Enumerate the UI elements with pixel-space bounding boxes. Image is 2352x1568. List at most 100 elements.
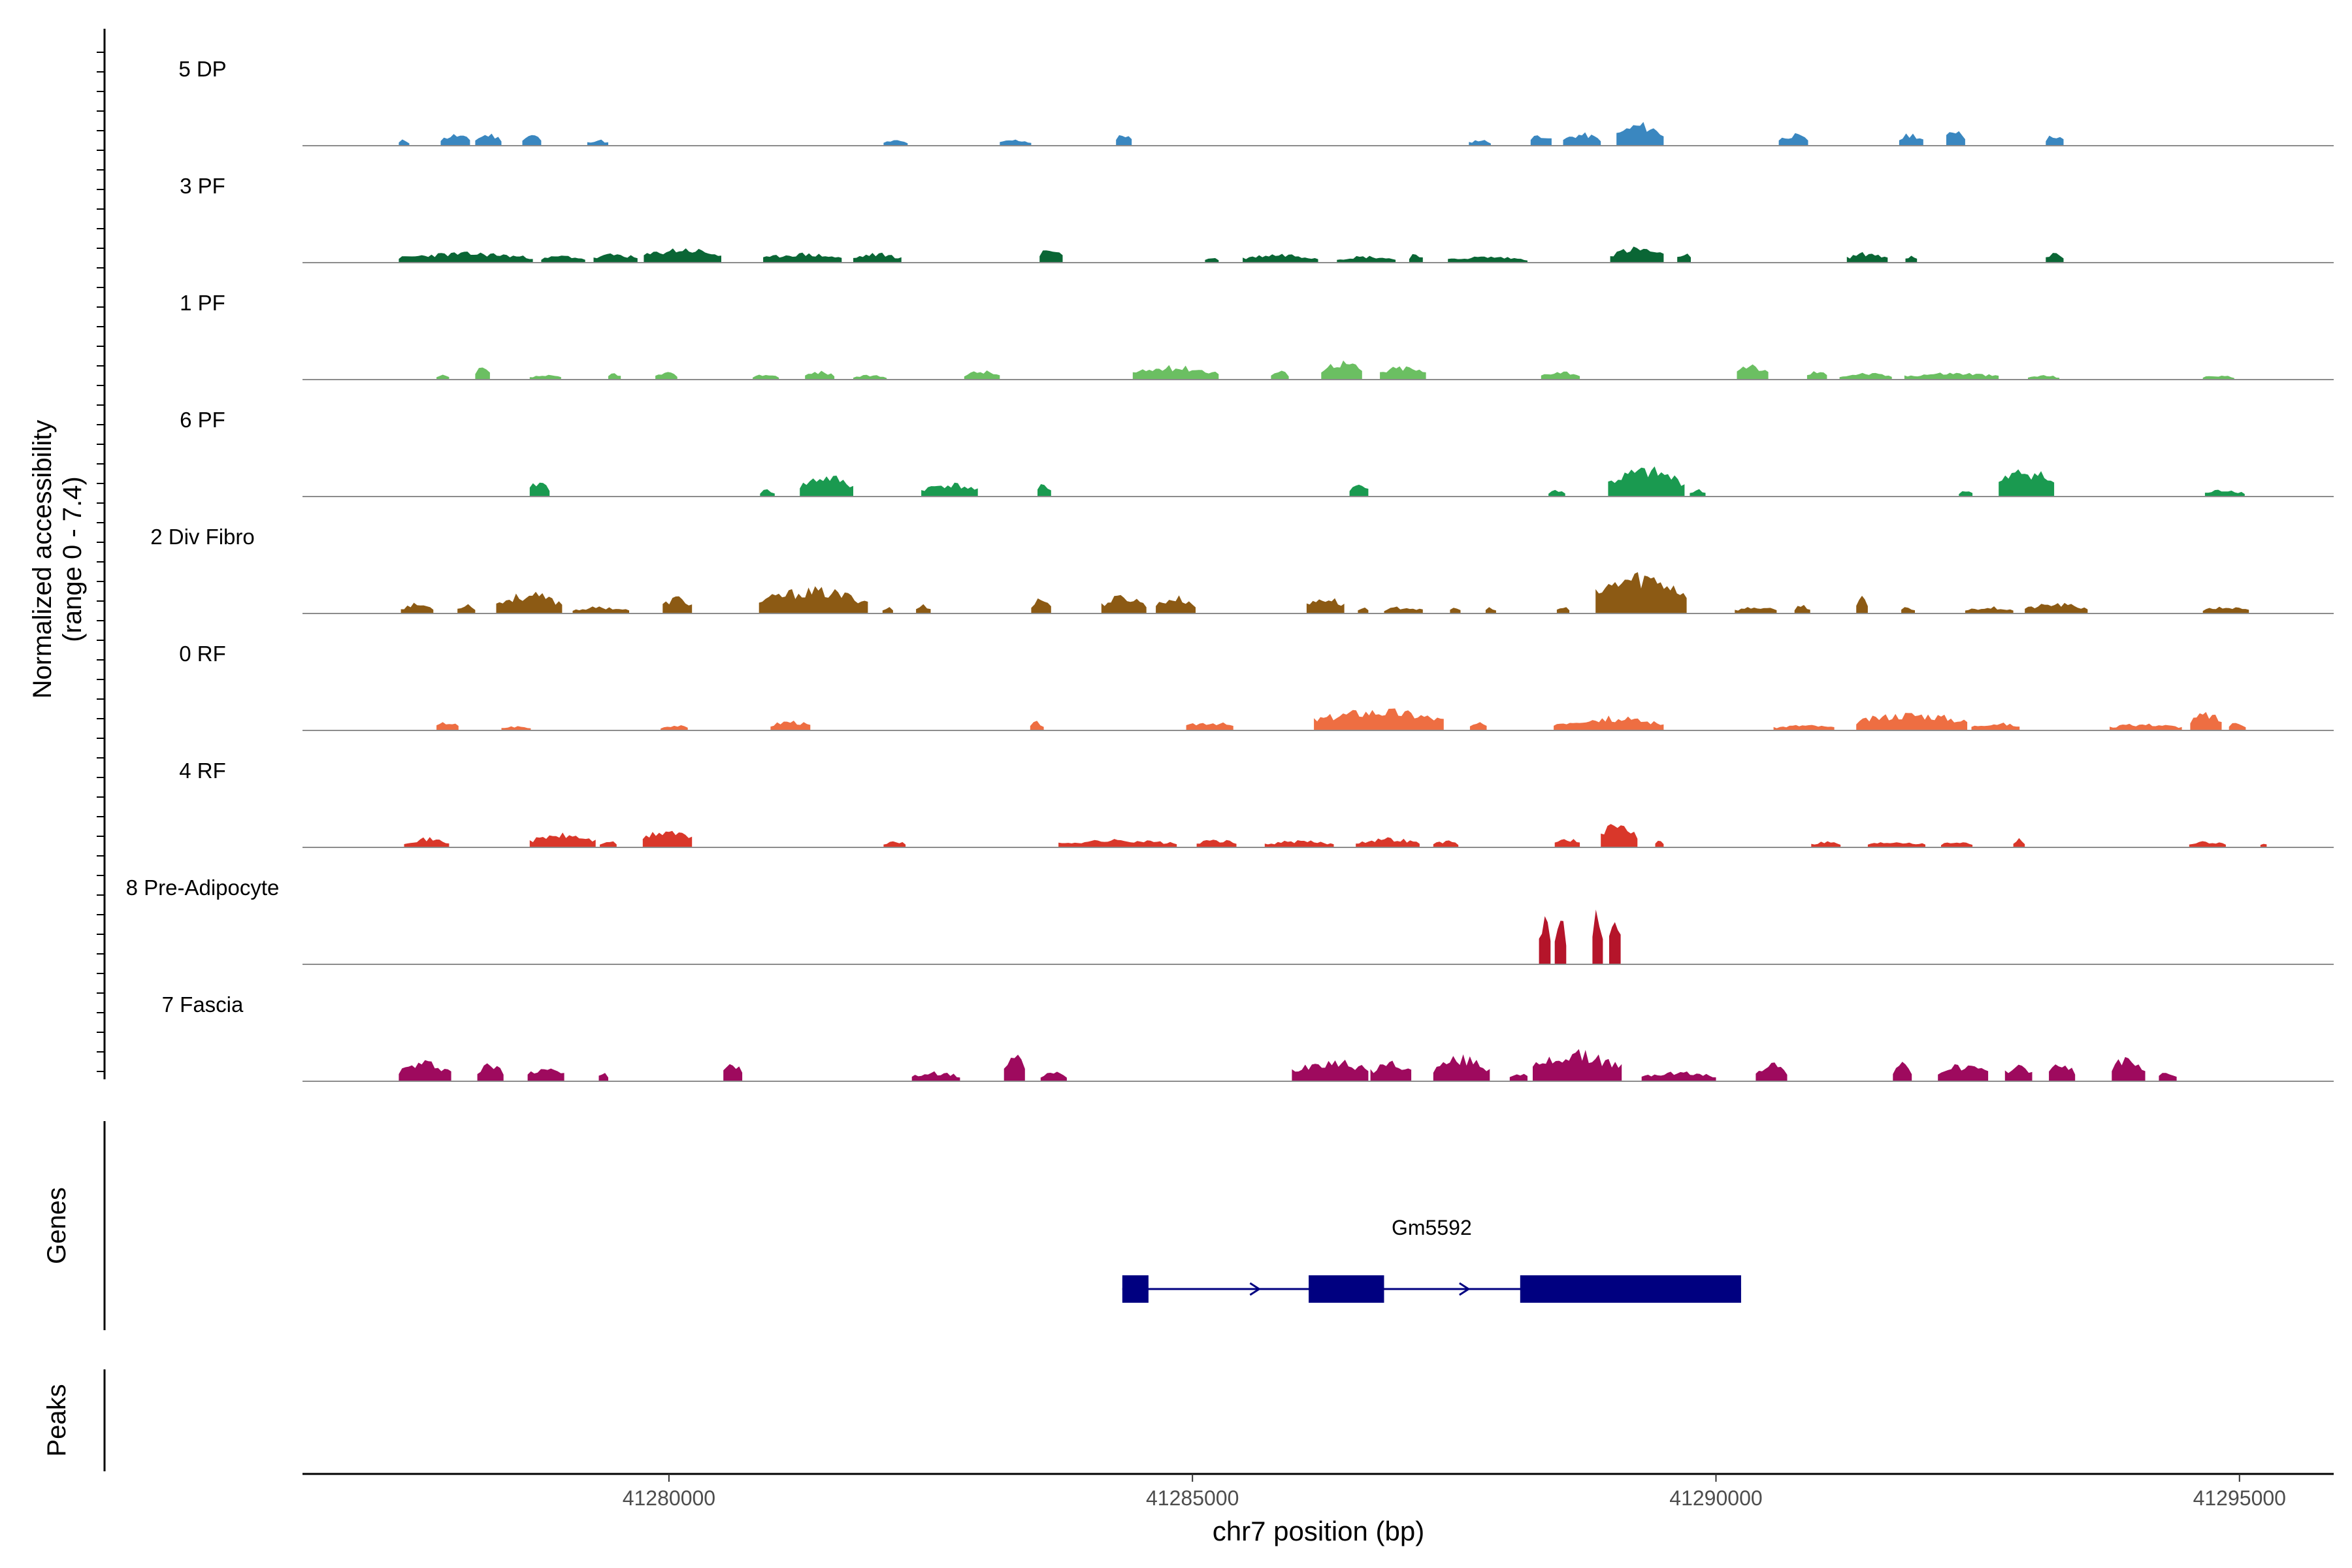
coverage-peak [1609, 922, 1621, 964]
coverage-peak [2004, 1064, 2033, 1081]
coverage-peak [1904, 372, 1999, 380]
gene-exon [1309, 1275, 1384, 1303]
genes-label: Genes [42, 1187, 71, 1264]
x-axis-tick-label: 41290000 [1669, 1486, 1762, 1510]
coverage-peak [1554, 715, 1664, 730]
coverage-peak [1349, 484, 1369, 497]
coverage-peak [399, 139, 410, 146]
coverage-peak [1548, 489, 1565, 497]
coverage-peak [655, 372, 678, 380]
coverage-peak [1271, 370, 1289, 380]
coverage-peak [661, 725, 688, 730]
coverage-peak [1004, 1054, 1025, 1081]
coverage-peak [1409, 253, 1423, 263]
coverage-peak [763, 252, 842, 263]
coverage-peak [1601, 824, 1638, 847]
coverage-peak [1899, 133, 1923, 146]
coverage-peak [770, 721, 811, 730]
y-axis [97, 29, 106, 1079]
gene-name-label: Gm5592 [1392, 1216, 1472, 1239]
coverage-peak [1058, 839, 1177, 847]
coverage-peak [1595, 572, 1687, 613]
coverage-peak [475, 133, 502, 146]
coverage-peak [541, 255, 585, 263]
coverage-peak [1846, 252, 1888, 263]
coverage-peak [529, 482, 550, 497]
track-label: 3 PF [180, 174, 225, 198]
coverage-peak [1608, 466, 1685, 497]
coverage-peak [1893, 1062, 1912, 1081]
track-label: 0 RF [179, 642, 226, 666]
track-label: 5 DP [178, 57, 226, 81]
coverage-peak [805, 370, 835, 380]
track-5-dp: 5 DP [178, 57, 2334, 146]
coverage-peak [475, 367, 490, 380]
x-axis-tick-label: 41285000 [1146, 1486, 1239, 1510]
track-8-pre-adipocyte: 8 Pre-Adipocyte [126, 875, 2334, 965]
coverage-peak [883, 841, 906, 847]
coverage-peak [529, 374, 561, 380]
coverage-peak [1641, 1071, 1716, 1081]
coverage-peak [1243, 253, 1318, 263]
coverage-peak [1856, 595, 1868, 613]
coverage-peak [522, 135, 542, 146]
coverage-peak [883, 140, 908, 146]
coverage-peak [2028, 375, 2060, 380]
track-2-div-fibro: 2 Div Fibro [150, 525, 2334, 614]
coverage-peak [1370, 1060, 1412, 1081]
coverage-peak [853, 374, 887, 380]
coverage-peak [598, 1073, 608, 1081]
coverage-peak [436, 374, 449, 380]
coverage-peak [1306, 598, 1345, 613]
coverage-peak [1448, 256, 1527, 263]
coverage-peak [1616, 122, 1664, 146]
track-3-pf: 3 PF [180, 174, 2334, 263]
coverage-peak [1610, 246, 1664, 263]
coverage-peak [882, 607, 893, 613]
track-label: 2 Div Fibro [150, 525, 255, 549]
track-label: 4 RF [179, 759, 226, 783]
coverage-peak [457, 604, 476, 613]
x-axis-title: chr7 position (bp) [1213, 1516, 1425, 1546]
coverage-peak [440, 134, 470, 146]
track-label: 7 Fascia [162, 992, 244, 1017]
coverage-peak [587, 139, 608, 146]
coverage-peak [2013, 838, 2025, 847]
coverage-peak [2046, 135, 2064, 146]
coverage-peak [436, 722, 459, 730]
gene-track: Gm5592 [1122, 1216, 1741, 1303]
coverage-peak [853, 252, 902, 263]
coverage-peak [1867, 842, 1925, 847]
coverage-peak [501, 726, 531, 730]
coverage-peak [529, 832, 596, 847]
coverage-peak [1533, 1049, 1622, 1081]
coverage-peak [1541, 371, 1580, 380]
coverage-peak [1433, 1054, 1490, 1081]
gene-exon [1122, 1275, 1149, 1303]
x-axis-tick-label: 41295000 [2193, 1486, 2286, 1510]
coverage-peak [916, 604, 931, 613]
coverage-peak [1030, 721, 1044, 730]
coverage-peak [1321, 360, 1362, 380]
coverage-peak [1856, 713, 1968, 730]
coverage-peak [2049, 1064, 2076, 1081]
coverage-peak [1186, 722, 1233, 730]
coverage-peak [1380, 366, 1426, 380]
coverage-peak [527, 1068, 564, 1081]
coverage-peak [1450, 608, 1461, 613]
coverage-peak [1433, 840, 1459, 847]
coverage-peak [2159, 1073, 2177, 1081]
coverage-peak [477, 1063, 504, 1081]
coverage-peak [1778, 133, 1808, 146]
coverage-peak [2260, 843, 2267, 847]
coverage-peak [2229, 723, 2246, 730]
coverage-peak [496, 591, 563, 613]
coverage-peak [1485, 607, 1496, 613]
coverage-peak [1563, 132, 1601, 146]
coverage-peak [2112, 1056, 2146, 1081]
coverage-peak [1384, 606, 1423, 613]
coverage-peak [759, 586, 868, 613]
coverage-peak [921, 482, 978, 497]
coverage-peak [1690, 489, 1706, 497]
coverage-peak [2046, 253, 2064, 263]
